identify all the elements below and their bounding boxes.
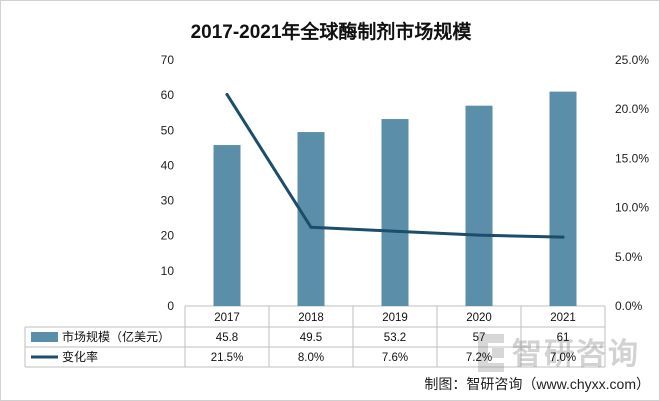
bar-2017 bbox=[213, 145, 241, 306]
y-left-tick-label: 10 bbox=[161, 264, 175, 278]
y-left-tick-label: 40 bbox=[161, 158, 175, 172]
y-right-tick-label: 0.0% bbox=[615, 299, 643, 313]
chart-title: 2017-2021年全球酶制剂市场规模 bbox=[191, 20, 473, 43]
legend-swatch-bar bbox=[31, 332, 58, 342]
line-series-change-rate-group bbox=[225, 92, 565, 239]
source-note: 制图：智研咨询（www.chyxx.com） bbox=[424, 376, 650, 392]
line-point-2017 bbox=[225, 92, 229, 96]
watermark-text: 智研咨询 bbox=[512, 338, 640, 371]
line-point-2018 bbox=[309, 225, 313, 229]
bar-2021 bbox=[549, 91, 577, 306]
y-right-tick-label: 25.0% bbox=[615, 53, 649, 67]
legend-series-name: 变化率 bbox=[62, 349, 98, 364]
y-left-tick-label: 30 bbox=[161, 194, 175, 208]
data-table-value: 7.6% bbox=[382, 352, 408, 364]
y-right-tick-label: 5.0% bbox=[615, 250, 643, 264]
data-table-value: 7.0% bbox=[550, 352, 576, 364]
line-point-2021 bbox=[561, 235, 565, 239]
data-table: 2017 2018 2019 2020 2021 市场规模（亿美元） 45.8 49.5 53.… bbox=[31, 312, 576, 364]
bar-2020 bbox=[465, 105, 493, 306]
category-label: 2019 bbox=[382, 312, 408, 324]
category-label: 2018 bbox=[298, 312, 324, 324]
legend-series-name: 市场规模（亿美元） bbox=[62, 329, 170, 344]
data-table-value: 45.8 bbox=[216, 332, 238, 344]
y-right-tick-label: 15.0% bbox=[615, 151, 649, 165]
data-table-value: 53.2 bbox=[384, 332, 406, 344]
data-table-value: 7.2% bbox=[466, 352, 492, 364]
data-table-value: 21.5% bbox=[211, 352, 244, 364]
y-left-tick-label: 70 bbox=[161, 53, 175, 67]
bar-2018 bbox=[297, 132, 325, 306]
data-table-value: 49.5 bbox=[300, 332, 322, 344]
bar-2019 bbox=[381, 119, 409, 306]
line-point-2019 bbox=[393, 229, 397, 233]
data-table-grid bbox=[24, 305, 606, 368]
y-axis-right: 0.0% 5.0% 10.0% 15.0% 20.0% 25.0% bbox=[615, 53, 649, 313]
category-label: 2021 bbox=[550, 312, 576, 324]
data-table-value: 57 bbox=[473, 332, 486, 344]
watermark-logo-icon bbox=[478, 334, 504, 372]
data-table-value: 61 bbox=[557, 332, 570, 344]
y-axis-left: 0 10 20 30 40 50 60 70 bbox=[161, 53, 175, 313]
y-right-tick-label: 20.0% bbox=[615, 102, 649, 116]
watermark: 智研咨询 bbox=[478, 334, 640, 372]
data-table-value: 8.0% bbox=[298, 352, 324, 364]
y-right-tick-label: 10.0% bbox=[615, 201, 649, 215]
category-label: 2017 bbox=[214, 312, 240, 324]
y-left-tick-label: 60 bbox=[161, 88, 175, 102]
y-left-tick-label: 20 bbox=[161, 229, 175, 243]
y-left-tick-label: 0 bbox=[167, 299, 174, 313]
line-point-2020 bbox=[477, 233, 481, 237]
bar-series-market-size bbox=[213, 91, 577, 306]
y-left-tick-label: 50 bbox=[161, 123, 175, 137]
category-label: 2020 bbox=[466, 312, 492, 324]
